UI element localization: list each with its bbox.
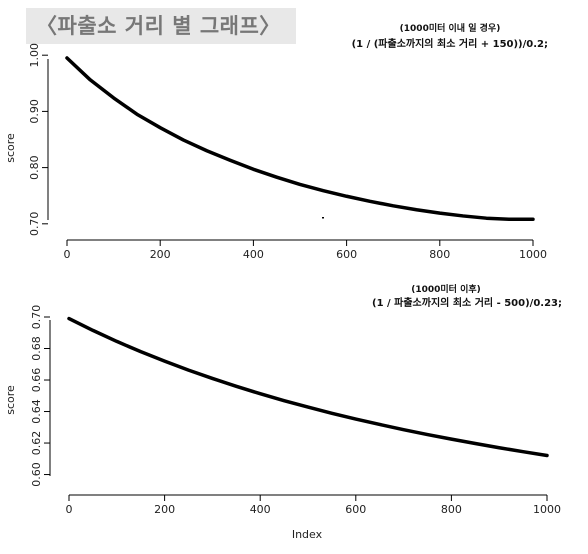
chart2-y-tick-label: 0.70 — [30, 305, 43, 330]
chart1-series-line — [65, 56, 535, 222]
chart2-y-tick-label: 0.64 — [30, 399, 43, 424]
chart1-x-tick-label: 200 — [150, 248, 171, 261]
chart2-ylabel: score — [4, 385, 17, 415]
chart2-annotation: (1000미터 이후) — [411, 283, 481, 295]
chart1-y-tick-label: 0.90 — [28, 99, 41, 124]
chart2-series-line — [67, 316, 549, 458]
chart2-x-tick-label: 0 — [66, 503, 73, 516]
chart1-x-tick-label: 400 — [243, 248, 264, 261]
chart2-x-tick-label: 1000 — [533, 503, 561, 516]
header-banner — [26, 8, 296, 44]
chart2-x-tick-label: 400 — [250, 503, 271, 516]
chart2-x-tick-label: 600 — [345, 503, 366, 516]
chart1-ylabel: score — [4, 133, 17, 163]
chart2-y-tick-label: 0.68 — [30, 336, 43, 361]
chart1-x-tick-label: 1000 — [519, 248, 547, 261]
chart2-y-tick-label: 0.62 — [30, 431, 43, 456]
chart1-y-tick-label: 0.80 — [28, 155, 41, 180]
chart2-formula: (1 / 파출소까지의 최소 거리 - 500)/0.23; — [372, 296, 562, 309]
chart2-x-tick-label: 800 — [441, 503, 462, 516]
chart1-x-tick-label: 0 — [64, 248, 71, 261]
chart1-y-tick-label: 0.70 — [28, 212, 41, 237]
chart2-axes: 0 200 400 600 800 1000 0.60 0.62 0.64 0.66 0.68 0.7… — [30, 305, 561, 516]
chart2-xlabel: Index — [292, 528, 323, 541]
chart1-x-tick-label: 800 — [429, 248, 450, 261]
chart2-y-tick-label: 0.66 — [30, 368, 43, 393]
chart2-x-tick-label: 200 — [154, 503, 175, 516]
chart1-stray-point — [322, 217, 324, 219]
chart1-y-tick-label: 1.00 — [28, 43, 41, 67]
chart1-formula: (1 / (파출소까지의 최소 거리 + 150))/0.2; — [352, 37, 548, 50]
chart1-annotation: (1000미터 이내 일 경우) — [400, 22, 501, 34]
chart2-y-tick-label: 0.60 — [30, 462, 43, 487]
page-title: 〈파출소 거리 별 그래프〉 — [36, 14, 281, 38]
chart1-x-tick-label: 600 — [336, 248, 357, 261]
chart1-axes: 0 200 400 600 800 1000 0.70 0.80 0.90 1.00 — [28, 43, 547, 261]
